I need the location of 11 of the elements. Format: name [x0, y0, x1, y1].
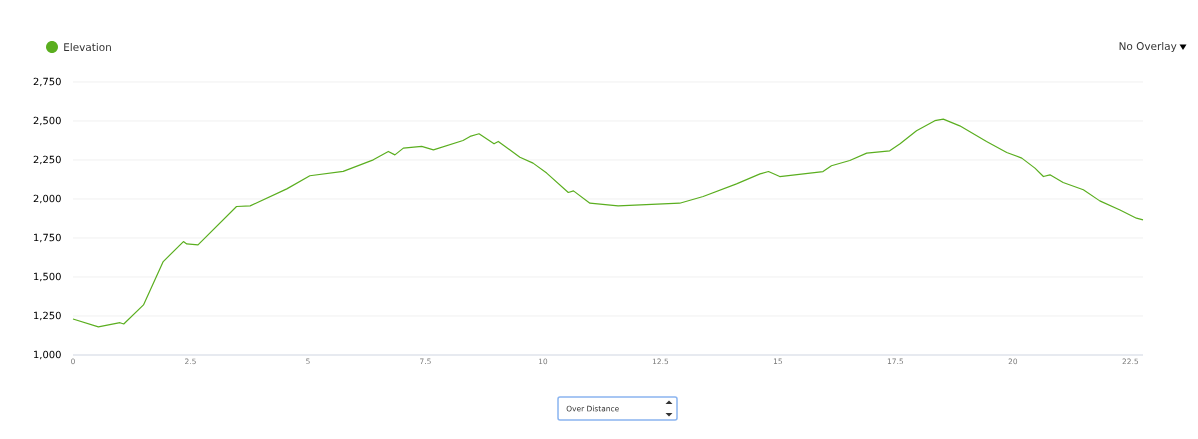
y-tick-label: 1,000 [34, 350, 61, 360]
y-tick-label: 2,250 [33, 155, 61, 165]
y-tick-label: 2,500 [33, 116, 61, 126]
y-tick-label: 1,750 [34, 233, 61, 243]
y-tick-label: 2,750 [33, 77, 61, 87]
line-series [72, 118, 1144, 328]
legend-label: Elevation [64, 42, 111, 52]
y-tick-label: 1,250 [34, 311, 61, 321]
y-tick-label: 2,000 [33, 194, 61, 204]
text: No Overlay [1119, 41, 1177, 53]
y-tick-label: 1,500 [34, 272, 61, 282]
